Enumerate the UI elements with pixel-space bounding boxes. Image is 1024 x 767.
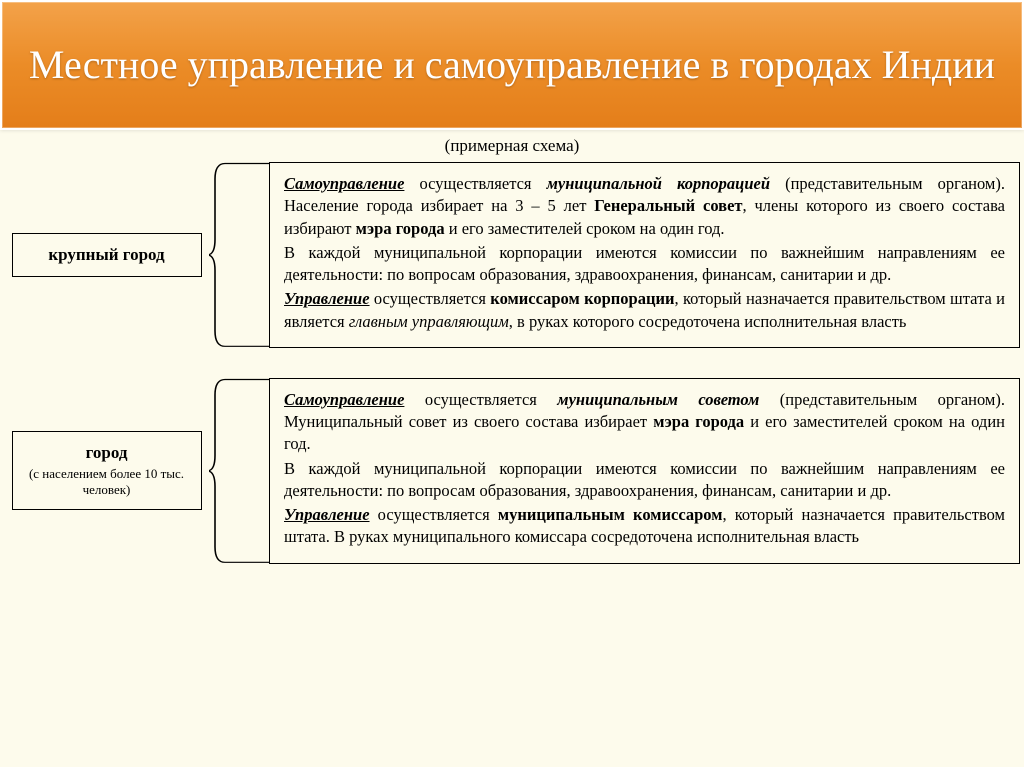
row-label-box: крупный город	[12, 233, 202, 276]
bracket-connector	[209, 162, 269, 348]
row-label-cell: город (с населением более 10 тыс. челове…	[4, 378, 209, 564]
row-label-box: город (с населением более 10 тыс. челове…	[12, 431, 202, 510]
row-label-cell: крупный город	[4, 162, 209, 348]
row-description: Самоуправление осуществляется муниципаль…	[269, 162, 1020, 348]
row-label-sub: (с населением более 10 тыс. человек)	[21, 466, 193, 500]
row-description: Самоуправление осуществляется муниципаль…	[269, 378, 1020, 564]
row-label-title: крупный город	[21, 244, 193, 265]
row-label-title: город	[21, 442, 193, 463]
slide-header: Местное управление и самоуправление в го…	[0, 0, 1024, 130]
slide-title: Местное управление и самоуправление в го…	[29, 40, 995, 90]
diagram-row: город (с населением более 10 тыс. челове…	[4, 378, 1020, 564]
diagram-content: крупный город Самоуправление осуществляе…	[0, 162, 1024, 564]
slide-subtitle: (примерная схема)	[0, 136, 1024, 156]
bracket-connector	[209, 378, 269, 564]
diagram-row: крупный город Самоуправление осуществляе…	[4, 162, 1020, 348]
